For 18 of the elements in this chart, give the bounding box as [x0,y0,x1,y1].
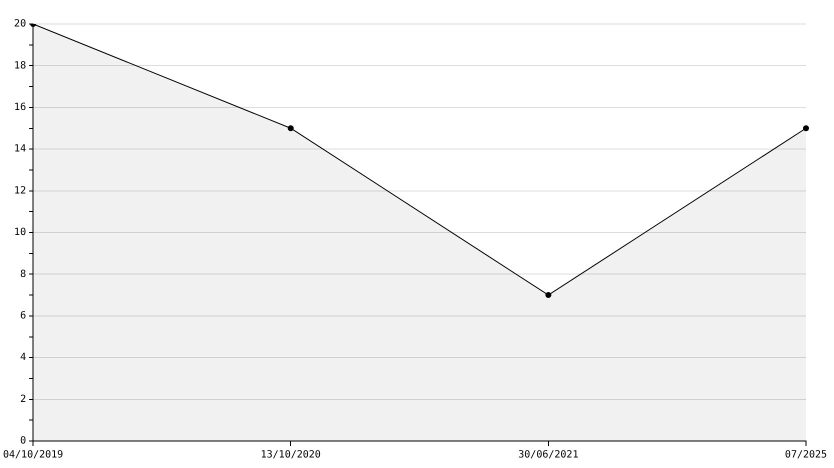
x-tick-label: 07/2025 [784,450,828,461]
y-tick-label: 10 [14,227,26,238]
point [803,125,809,132]
x-tick-label: 04/10/2019 [2,450,64,461]
y-tick-label: 8 [20,268,26,280]
x-tick-label: 30/06/2021 [518,450,578,461]
y-tick-label: 6 [20,310,26,322]
y-tick-label: 0 [20,436,26,447]
x-tick-label: 13/10/2020 [260,450,321,461]
y-tick-label: 18 [14,60,26,72]
y-tick-label: 14 [14,144,26,155]
y-tick-label: 12 [14,185,26,196]
y-tick-label: 16 [14,102,26,113]
y-tick-label: 20 [14,18,26,30]
y-tick-label: 4 [20,352,26,364]
point [288,125,294,132]
point [545,292,552,298]
y-tick-label: 2 [20,394,26,405]
